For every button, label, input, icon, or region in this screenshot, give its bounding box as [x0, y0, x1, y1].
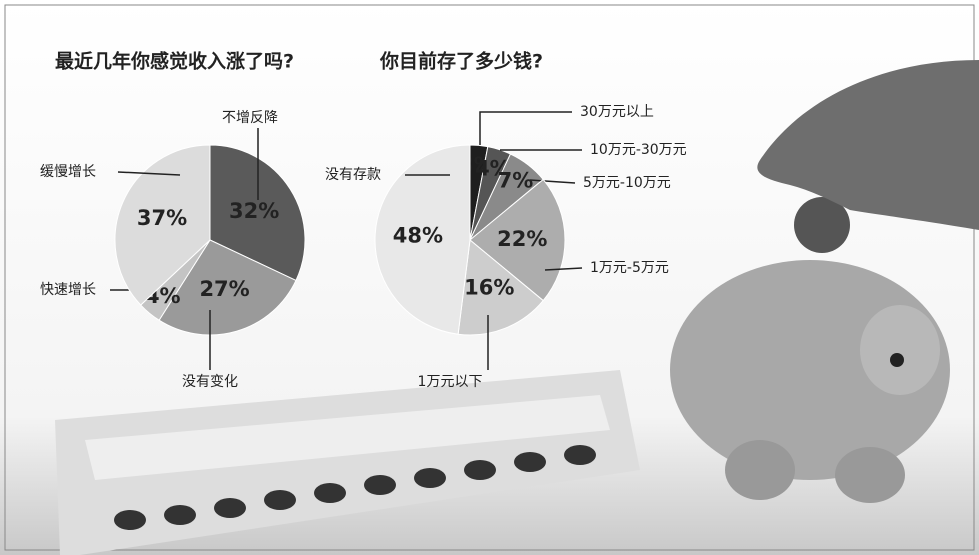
slice-label: 不增反降	[222, 110, 278, 126]
pie-slice	[457, 239, 544, 336]
pie-slice	[114, 144, 211, 306]
pie-slice	[209, 144, 306, 282]
pie-slice	[374, 144, 471, 335]
value-label: 37%	[137, 206, 187, 230]
callout-line	[529, 179, 576, 184]
value-label: 16%	[464, 276, 514, 300]
callout-line	[544, 267, 583, 271]
slice-label: 缓慢增长	[40, 163, 96, 180]
value-label: 27%	[199, 277, 249, 301]
frame	[4, 4, 975, 551]
value-label: 48%	[393, 224, 443, 248]
value-label: 22%	[497, 227, 547, 251]
value-label: 7%	[498, 168, 534, 192]
slice-label: 1万元以下	[418, 374, 483, 390]
abacus	[55, 370, 640, 555]
slice-label: 快速增长	[40, 282, 96, 298]
chart-title: 你目前存了多少钱?	[379, 50, 543, 73]
pie-slice	[469, 178, 566, 302]
piggy-bank	[670, 60, 979, 503]
chart-title: 最近几年你感觉收入涨了吗?	[55, 50, 294, 73]
slice-label: 没有变化	[182, 374, 238, 390]
pie-slice	[158, 239, 297, 336]
callout-line	[479, 111, 572, 145]
value-label: 32%	[229, 199, 279, 223]
slice-label: 10万元-30万元	[590, 142, 687, 158]
callout-line	[117, 171, 181, 176]
slice-label: 没有存款	[325, 167, 381, 183]
slice-label: 1万元-5万元	[590, 260, 669, 276]
slice-label: 5万元-10万元	[583, 175, 671, 191]
slice-label: 30万元以上	[580, 104, 654, 120]
